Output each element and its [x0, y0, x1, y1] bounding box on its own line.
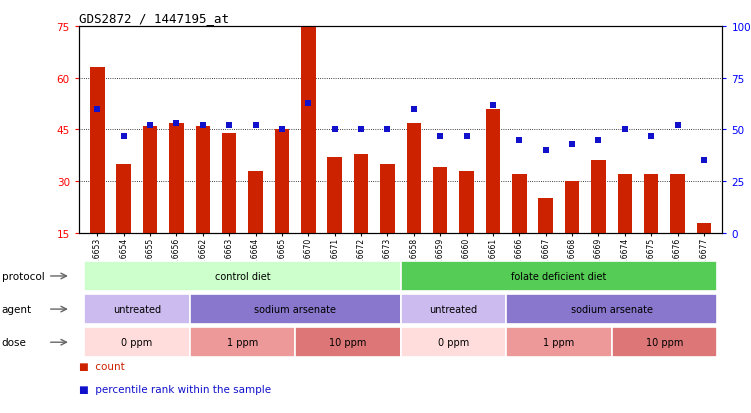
Bar: [380, 164, 395, 285]
Text: GDS2872 / 1447195_at: GDS2872 / 1447195_at: [79, 12, 229, 25]
Text: sodium arsenate: sodium arsenate: [571, 304, 653, 314]
Text: untreated: untreated: [430, 304, 478, 314]
Text: untreated: untreated: [113, 304, 161, 314]
Point: [619, 127, 631, 133]
Point: [223, 123, 235, 129]
Point: [698, 158, 710, 164]
Text: 0 ppm: 0 ppm: [438, 337, 469, 347]
Point: [460, 133, 472, 140]
Text: 10 ppm: 10 ppm: [646, 337, 683, 347]
Bar: [301, 27, 315, 285]
Point: [566, 141, 578, 148]
Point: [408, 106, 420, 113]
Bar: [617, 175, 632, 285]
Point: [249, 123, 261, 129]
Bar: [406, 123, 421, 285]
Text: 1 ppm: 1 ppm: [543, 337, 575, 347]
Bar: [354, 154, 368, 285]
Point: [434, 133, 446, 140]
Text: folate deficient diet: folate deficient diet: [511, 271, 607, 281]
Point: [276, 127, 288, 133]
Bar: [538, 199, 553, 285]
Bar: [644, 175, 659, 285]
Bar: [460, 171, 474, 285]
Text: 1 ppm: 1 ppm: [227, 337, 258, 347]
Bar: [671, 175, 685, 285]
Point: [645, 133, 657, 140]
Text: dose: dose: [2, 337, 26, 347]
Text: agent: agent: [2, 304, 32, 314]
Point: [593, 137, 605, 144]
Bar: [565, 182, 579, 285]
Point: [382, 127, 394, 133]
Point: [197, 123, 209, 129]
Bar: [327, 158, 342, 285]
Point: [170, 121, 182, 127]
Point: [118, 133, 130, 140]
Bar: [90, 68, 104, 285]
Bar: [512, 175, 526, 285]
Bar: [143, 127, 157, 285]
Point: [144, 123, 156, 129]
Bar: [486, 109, 500, 285]
Bar: [275, 130, 289, 285]
Bar: [116, 164, 131, 285]
Point: [487, 102, 499, 109]
Point: [303, 100, 315, 107]
Bar: [169, 123, 184, 285]
Bar: [591, 161, 606, 285]
Point: [540, 147, 552, 154]
Text: ■  percentile rank within the sample: ■ percentile rank within the sample: [79, 384, 271, 394]
Bar: [195, 127, 210, 285]
Bar: [222, 133, 237, 285]
Bar: [433, 168, 448, 285]
Point: [355, 127, 367, 133]
Text: 0 ppm: 0 ppm: [121, 337, 152, 347]
Bar: [697, 223, 711, 285]
Point: [329, 127, 341, 133]
Point: [92, 106, 104, 113]
Text: control diet: control diet: [215, 271, 270, 281]
Point: [671, 123, 683, 129]
Bar: [249, 171, 263, 285]
Text: ■  count: ■ count: [79, 361, 125, 371]
Text: sodium arsenate: sodium arsenate: [254, 304, 336, 314]
Point: [514, 137, 526, 144]
Text: 10 ppm: 10 ppm: [329, 337, 366, 347]
Text: protocol: protocol: [2, 271, 44, 281]
